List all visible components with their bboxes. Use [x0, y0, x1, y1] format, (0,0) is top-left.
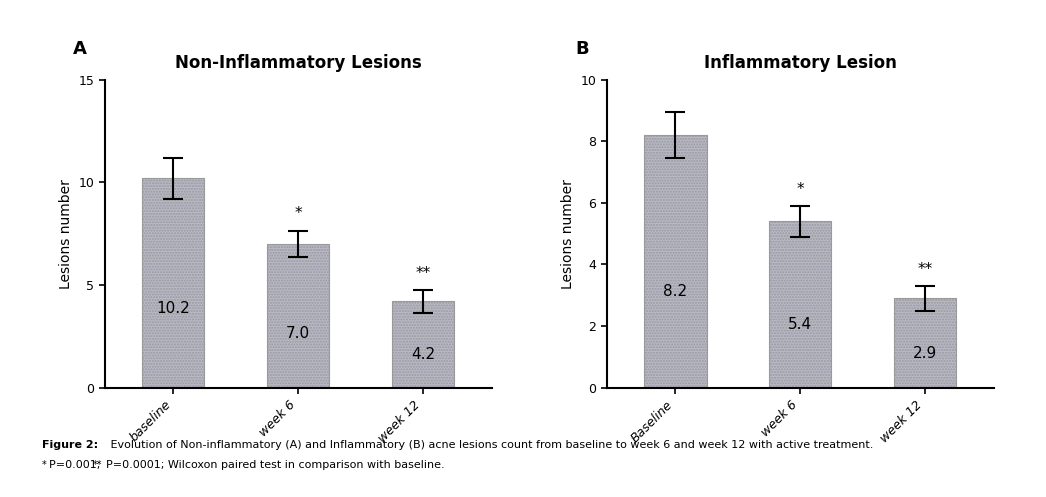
Text: 10.2: 10.2: [157, 301, 190, 316]
Y-axis label: Lesions number: Lesions number: [59, 178, 73, 289]
Title: Inflammatory Lesion: Inflammatory Lesion: [704, 54, 896, 73]
Y-axis label: Lesions number: Lesions number: [561, 178, 575, 289]
Text: *: *: [294, 206, 302, 221]
Text: B: B: [575, 40, 589, 58]
Text: 5.4: 5.4: [788, 317, 813, 332]
Text: 7.0: 7.0: [286, 326, 311, 340]
Bar: [894, 298, 956, 388]
Text: **: **: [917, 262, 933, 277]
Bar: [644, 135, 706, 388]
Text: **: **: [93, 460, 103, 470]
Text: **: **: [415, 266, 431, 281]
Text: A: A: [73, 40, 87, 58]
Text: *: *: [42, 460, 47, 470]
Text: 8.2: 8.2: [663, 284, 687, 299]
Bar: [769, 221, 832, 388]
Bar: [267, 244, 329, 388]
Text: Figure 2:: Figure 2:: [42, 440, 98, 450]
Text: P=0.001;: P=0.001;: [49, 460, 104, 470]
Text: Evolution of Non-inflammatory (A) and Inflammatory (B) acne lesions count from b: Evolution of Non-inflammatory (A) and In…: [107, 440, 873, 450]
Bar: [392, 301, 454, 388]
Text: P=0.0001; Wilcoxon paired test in comparison with baseline.: P=0.0001; Wilcoxon paired test in compar…: [106, 460, 445, 470]
Text: *: *: [796, 181, 804, 197]
Title: Non-Inflammatory Lesions: Non-Inflammatory Lesions: [175, 54, 422, 73]
Text: 4.2: 4.2: [411, 347, 435, 362]
Text: 2.9: 2.9: [913, 346, 937, 361]
Bar: [142, 178, 204, 388]
